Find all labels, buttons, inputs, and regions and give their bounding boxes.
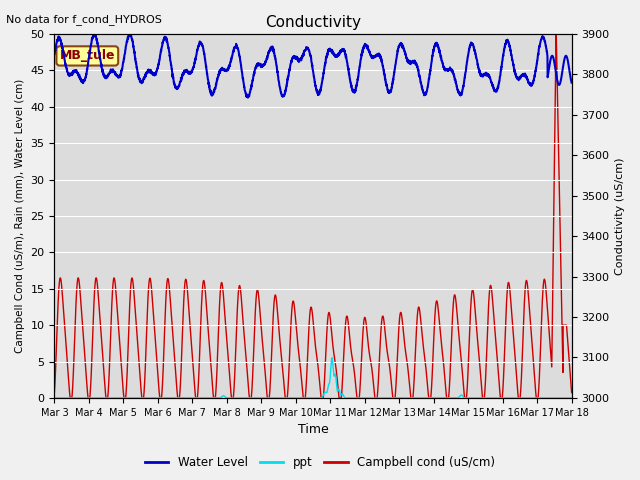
Text: No data for f_cond_HYDROS: No data for f_cond_HYDROS [6,14,163,25]
X-axis label: Time: Time [298,423,328,436]
Text: MB_tule: MB_tule [60,49,115,62]
Y-axis label: Campbell Cond (uS/m), Rain (mm), Water Level (cm): Campbell Cond (uS/m), Rain (mm), Water L… [15,79,25,353]
Title: Conductivity: Conductivity [265,15,361,30]
Legend: Water Level, ppt, Campbell cond (uS/cm): Water Level, ppt, Campbell cond (uS/cm) [140,452,500,474]
Y-axis label: Conductivity (uS/cm): Conductivity (uS/cm) [615,157,625,275]
